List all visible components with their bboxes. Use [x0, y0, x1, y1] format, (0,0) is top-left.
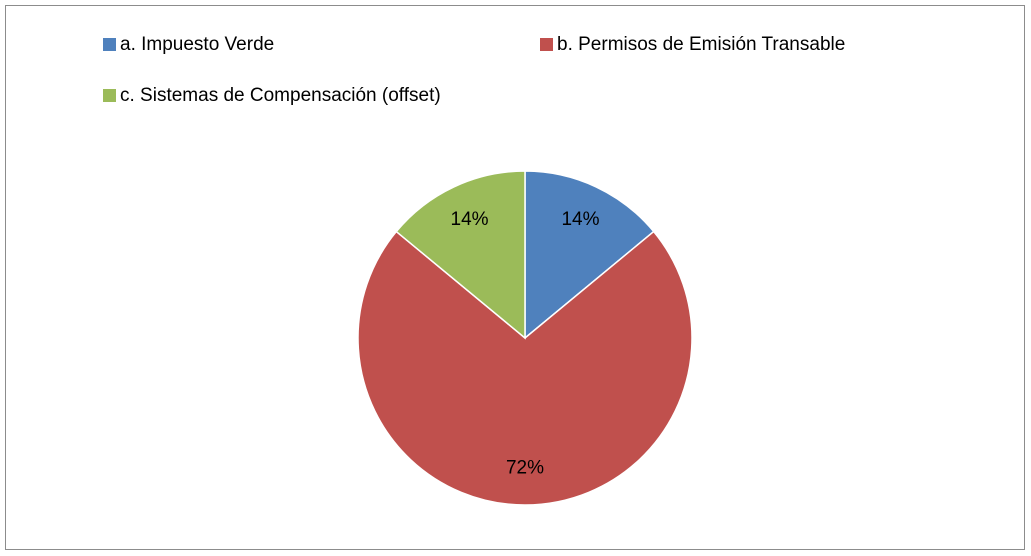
legend-swatch [103, 89, 116, 102]
pie-slice [357, 230, 693, 506]
legend-label: a. Impuesto Verde [120, 34, 274, 55]
data-label: 72% [506, 457, 544, 478]
legend-swatch [540, 38, 553, 51]
legend-label: c. Sistemas de Compensación (offset) [120, 85, 441, 106]
legend-label: b. Permisos de Emisión Transable [557, 34, 845, 55]
data-label: 14% [561, 209, 599, 230]
data-label: 14% [451, 209, 489, 230]
pie-slice [395, 170, 526, 340]
pie-slice [524, 170, 655, 340]
legend-swatch [103, 38, 116, 51]
